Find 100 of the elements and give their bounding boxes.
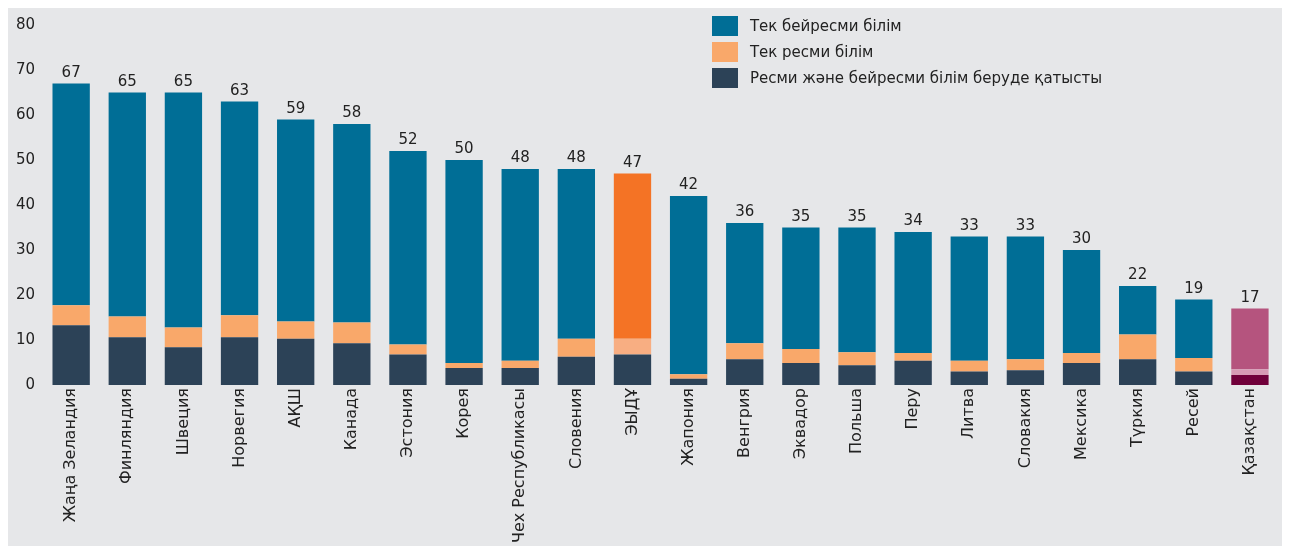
- total-label: 30: [1071, 229, 1092, 248]
- total-label: 48: [510, 148, 530, 167]
- y-tick-label: 70: [15, 59, 36, 78]
- bar: [557, 356, 596, 386]
- bar: [1231, 369, 1269, 376]
- bar: [613, 354, 652, 386]
- bar: [838, 352, 876, 366]
- bar: [1062, 362, 1101, 386]
- y-tick-label: 20: [15, 284, 36, 303]
- bar: [950, 360, 988, 372]
- bar: [726, 343, 764, 360]
- bar: [501, 367, 539, 386]
- total-label: 63: [230, 80, 250, 99]
- legend-label: Ресми және бейресми білім беруде қатысты: [749, 69, 1102, 87]
- x-tick-label: Словения: [565, 388, 585, 469]
- bar: [669, 378, 708, 386]
- bar: [501, 360, 539, 368]
- bar: [52, 325, 90, 386]
- bar: [220, 315, 259, 338]
- total-label: 59: [286, 98, 306, 117]
- total-label: 65: [117, 71, 137, 90]
- bar: [445, 367, 483, 386]
- x-tick-label: Норвегия: [228, 388, 248, 468]
- x-tick-label: Венгрия: [733, 388, 753, 458]
- x-tick-label: Эквадор: [790, 388, 810, 460]
- bar: [782, 349, 820, 363]
- bar: [726, 223, 764, 344]
- total-label: 58: [342, 103, 362, 122]
- x-tick-label: Польша: [846, 388, 866, 454]
- total-label: 34: [903, 211, 923, 230]
- y-tick-label: 60: [15, 104, 36, 123]
- total-label: 35: [847, 206, 867, 225]
- bar: [1062, 353, 1101, 363]
- bar: [277, 119, 315, 322]
- y-tick-label: 50: [15, 149, 36, 168]
- bar: [894, 353, 932, 361]
- total-label: 47: [622, 152, 643, 171]
- x-tick-label: Ресей: [1182, 388, 1202, 437]
- bar: [838, 227, 876, 353]
- y-tick-label: 0: [25, 374, 36, 393]
- x-tick-label: Финляндия: [116, 388, 136, 485]
- bar: [782, 227, 820, 350]
- bar: [782, 362, 820, 386]
- x-tick-label: Жаңа Зеландия: [60, 388, 80, 523]
- total-label: 48: [566, 148, 586, 167]
- x-tick-label: Жапония: [677, 388, 697, 466]
- x-tick-label: Швеция: [172, 388, 192, 456]
- total-label: 42: [679, 175, 699, 194]
- bar: [52, 305, 90, 326]
- x-tick-label: Түркия: [1126, 388, 1146, 449]
- total-label: 50: [454, 139, 474, 158]
- x-tick-label: Қазақстан: [1239, 388, 1259, 476]
- bar: [445, 362, 483, 368]
- bar: [894, 232, 932, 354]
- total-label: 33: [1015, 215, 1035, 234]
- x-tick-label: Словакия: [1014, 388, 1034, 469]
- bar: [613, 173, 652, 339]
- bar: [557, 338, 596, 357]
- bar: [1119, 286, 1157, 335]
- bar: [1062, 250, 1101, 354]
- total-label: 35: [791, 206, 811, 225]
- bar: [1231, 308, 1269, 370]
- bar: [1175, 358, 1213, 372]
- y-tick-label: 30: [15, 239, 36, 258]
- bar: [669, 196, 708, 375]
- bar: [108, 92, 146, 317]
- total-label: 36: [735, 202, 755, 221]
- bar: [389, 344, 427, 355]
- bar: [164, 327, 203, 348]
- bar: [894, 360, 932, 386]
- total-label: 19: [1184, 278, 1204, 297]
- legend-label: Тек ресми білім: [749, 43, 874, 61]
- bar: [164, 347, 203, 386]
- y-tick-label: 40: [15, 194, 36, 213]
- bar: [52, 83, 90, 306]
- bar: [389, 354, 427, 386]
- y-tick-label: 80: [15, 14, 36, 33]
- bar: [220, 101, 259, 316]
- bar: [333, 343, 371, 386]
- bar: [389, 151, 427, 345]
- x-tick-label: Эстония: [397, 388, 417, 458]
- bar: [613, 338, 652, 355]
- bar: [277, 338, 315, 386]
- x-tick-label: Корея: [453, 388, 473, 439]
- bar: [1175, 371, 1213, 386]
- total-label: 65: [173, 71, 193, 90]
- bar: [1119, 334, 1157, 360]
- total-label: 17: [1240, 287, 1260, 306]
- bar: [669, 374, 708, 379]
- x-tick-label: Литва: [958, 388, 978, 440]
- x-tick-label: Чех Республикасы: [509, 388, 529, 544]
- total-label: 22: [1128, 265, 1148, 284]
- x-tick-label: Перу: [902, 388, 922, 430]
- bar: [277, 321, 315, 339]
- legend-label: Тек бейресми білім: [749, 17, 902, 35]
- x-tick-label: АҚШ: [284, 388, 304, 428]
- y-tick-label: 10: [15, 329, 36, 348]
- x-tick-label: Канада: [340, 388, 360, 451]
- total-label: 33: [959, 215, 979, 234]
- bar: [1175, 299, 1213, 359]
